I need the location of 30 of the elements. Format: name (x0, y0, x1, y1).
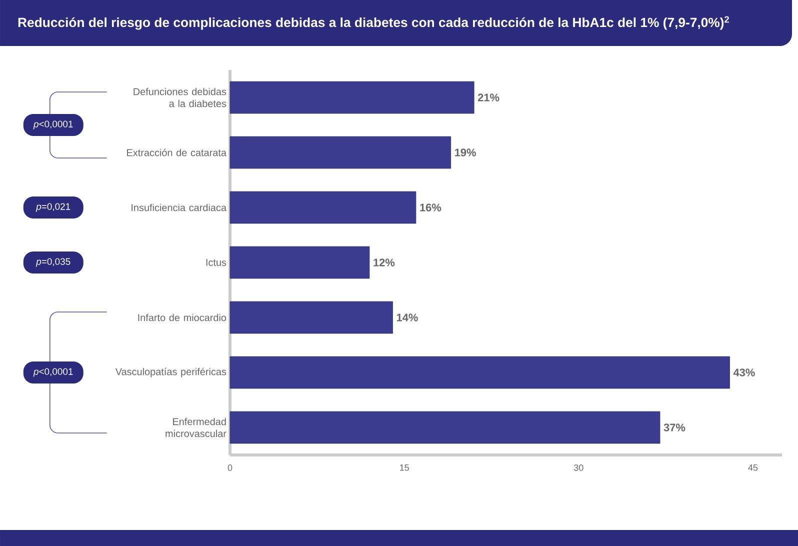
data-label: 37% (664, 424, 686, 432)
bar (230, 191, 416, 224)
x-tick-label: 0 (228, 464, 232, 471)
data-label: 43% (733, 368, 755, 376)
y-tick-label: Ictus (206, 259, 226, 266)
text: p<0,0001 (33, 368, 73, 377)
text: p=0,021 (36, 203, 70, 212)
y-tick-label: Extracción de catarata (127, 148, 226, 156)
y-tick-label: Defunciones debidas a la diabetes (134, 88, 226, 108)
y-tick-label: Enfermedad microvascular (166, 418, 226, 438)
y-tick-label: Infarto de miocardio (138, 314, 226, 322)
x-tick-label: 30 (574, 464, 584, 471)
x-tick-label: 15 (400, 464, 409, 471)
data-label: 16% (420, 204, 442, 212)
data-label: 21% (478, 94, 500, 102)
chart-title: Reducción del riesgo de complicaciones debidas a la diabetes con cada reducción de la HbA1c del 1% (7,9-7,0%)$^{2}$ (18, 16, 729, 30)
data-label: 19% (455, 148, 476, 156)
bar (230, 301, 393, 334)
bar (230, 411, 660, 444)
y-tick-label: Insuficiencia cardiaca (132, 204, 226, 212)
bar (230, 246, 370, 279)
bar (230, 136, 452, 169)
text: p=0,035 (36, 258, 70, 267)
bar (230, 356, 730, 389)
data-label: 12% (374, 258, 395, 266)
x-tick-label: 45 (748, 464, 758, 471)
bar (230, 81, 474, 114)
data-label: 14% (396, 314, 418, 322)
text: p<0,0001 (33, 120, 73, 130)
y-tick-label: Vasculopatías periféricas (115, 368, 226, 378)
